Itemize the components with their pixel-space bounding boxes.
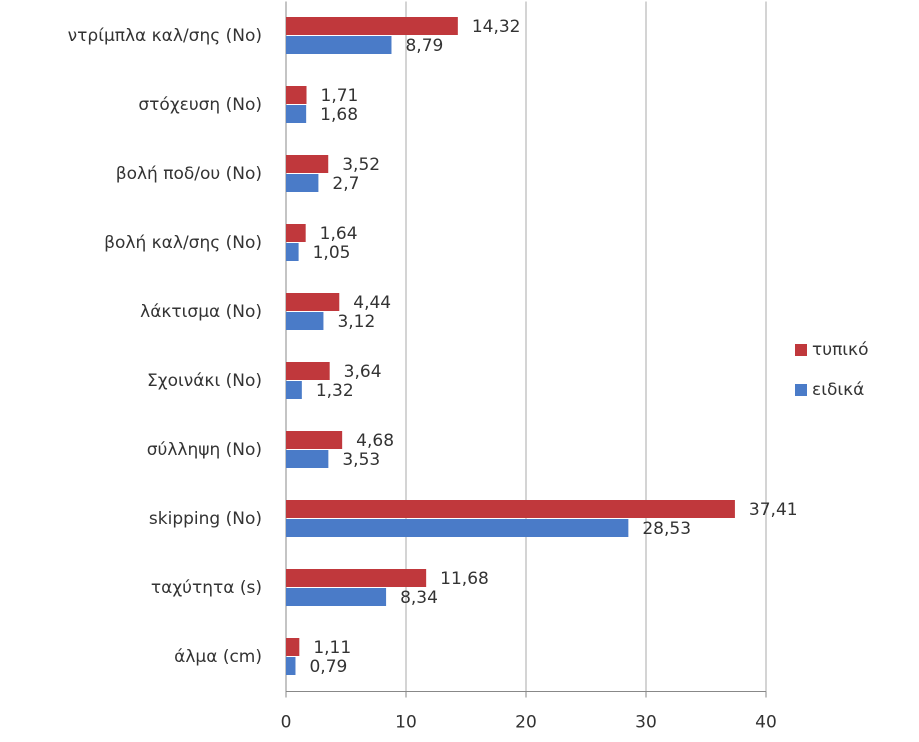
value-label: 8,34 — [400, 588, 438, 608]
bar — [286, 500, 735, 518]
bar — [286, 86, 307, 104]
y-tick-label: skipping (Νο) — [149, 509, 262, 529]
x-tick-label: 10 — [395, 713, 417, 733]
y-tick-label: σύλληψη (Νο) — [147, 440, 262, 460]
value-label: 0,79 — [309, 657, 347, 677]
value-label: 1,64 — [320, 224, 358, 244]
bar — [286, 588, 387, 606]
value-label: 2,7 — [332, 174, 359, 194]
bar — [286, 293, 340, 311]
legend-label: τυπικό — [812, 340, 868, 360]
bar — [286, 312, 324, 330]
value-label: 3,12 — [337, 312, 375, 332]
bar — [286, 638, 300, 656]
value-label: 1,32 — [316, 381, 354, 401]
value-label: 1,11 — [313, 638, 351, 658]
bar — [286, 17, 458, 35]
bar — [286, 243, 299, 261]
y-tick-label: λάκτισμα (Νο) — [140, 302, 262, 322]
value-label: 8,79 — [405, 36, 443, 56]
y-tick-label: βολή καλ/σης (Νο) — [104, 233, 262, 253]
x-tick-label: 40 — [755, 713, 777, 733]
bar — [286, 155, 329, 173]
y-tick-label: ταχύτητα (s) — [151, 578, 262, 598]
y-tick-label: στόχευση (Νο) — [138, 95, 262, 115]
value-label: 37,41 — [749, 500, 798, 520]
value-label: 1,71 — [321, 86, 359, 106]
legend-swatch — [795, 384, 807, 396]
bar — [286, 569, 427, 587]
bar — [286, 431, 343, 449]
y-tick-label: άλμα (cm) — [174, 647, 262, 667]
value-label: 3,53 — [342, 450, 380, 470]
bar — [286, 657, 296, 675]
value-label: 14,32 — [472, 17, 521, 37]
bar — [286, 362, 330, 380]
x-tick-label: 20 — [515, 713, 537, 733]
x-tick-label: 0 — [281, 713, 292, 733]
bar — [286, 36, 392, 54]
bar — [286, 519, 629, 537]
value-label: 11,68 — [440, 569, 489, 589]
bar — [286, 105, 307, 123]
value-label: 4,44 — [353, 293, 391, 313]
y-tick-label: ντρίμπλα καλ/σης (Νο) — [68, 26, 262, 46]
bar — [286, 450, 329, 468]
value-label: 3,64 — [344, 362, 382, 382]
bar — [286, 174, 319, 192]
bar — [286, 224, 306, 242]
value-label: 28,53 — [642, 519, 691, 539]
value-label: 1,05 — [313, 243, 351, 263]
y-tick-label: Σχοινάκι (Νο) — [147, 371, 262, 391]
value-label: 3,52 — [342, 155, 380, 175]
x-tick-label: 30 — [635, 713, 657, 733]
value-label: 1,68 — [320, 105, 358, 125]
y-tick-label: βολή ποδ/ου (Νο) — [116, 164, 262, 184]
legend-swatch — [795, 344, 807, 356]
value-label: 4,68 — [356, 431, 394, 451]
bar — [286, 381, 302, 399]
legend-label: ειδικά — [812, 380, 864, 400]
